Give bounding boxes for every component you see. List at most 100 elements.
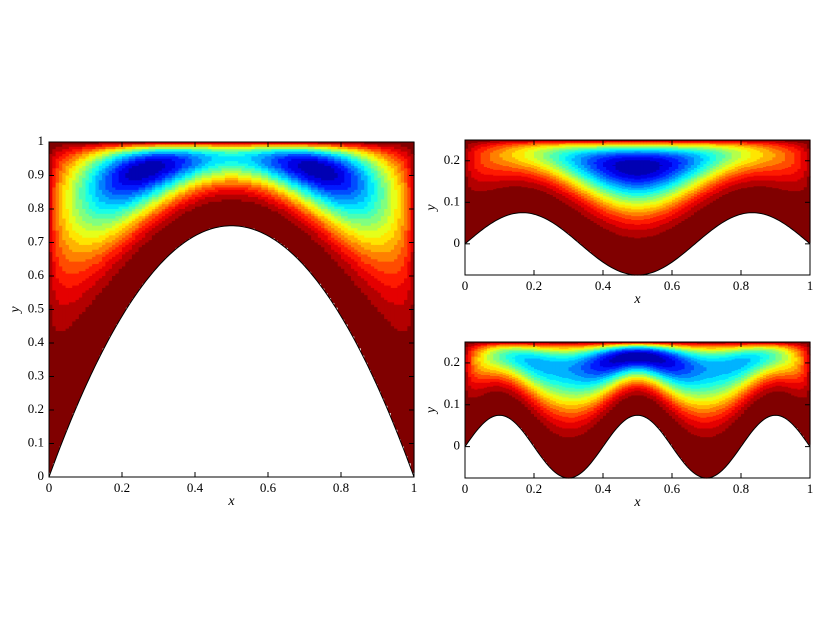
contour-band: [112, 168, 116, 174]
contour-band: [181, 187, 186, 191]
contour-band: [112, 146, 116, 150]
contour-band: [125, 153, 130, 157]
contour-band: [367, 161, 372, 165]
contour-band: [112, 220, 116, 227]
contour-band: [584, 140, 588, 142]
contour-band: [231, 185, 236, 189]
contour-band: [357, 209, 362, 215]
contour-band: [178, 142, 183, 145]
contour-band: [204, 153, 209, 157]
contour-band: [684, 155, 689, 160]
contour-band: [95, 197, 100, 208]
contour-band: [612, 156, 617, 159]
contour-band: [198, 180, 203, 184]
contour-band: [241, 173, 246, 177]
contour-band: [681, 147, 686, 150]
contour-band: [502, 147, 507, 153]
contour-band: [268, 187, 272, 191]
contour-band: [195, 189, 199, 196]
contour-band: [628, 193, 632, 196]
contour-band: [387, 149, 392, 155]
contour-band: [327, 156, 332, 160]
contour-band: [656, 147, 661, 150]
contour-band: [606, 151, 610, 154]
contour-band: [248, 142, 253, 145]
contour-band: [135, 242, 140, 253]
contour-band: [631, 143, 635, 146]
contour-band: [474, 150, 479, 170]
contour-band: [722, 172, 726, 177]
contour-band: [747, 181, 752, 188]
contour-band: [334, 156, 339, 160]
contour-band: [599, 146, 604, 149]
contour-band: [483, 141, 488, 145]
contour-band: [637, 144, 642, 147]
contour-band: [370, 276, 375, 289]
contour-band: [737, 145, 742, 148]
contour-band: [725, 170, 730, 175]
contour-band: [603, 221, 607, 230]
contour-band: [568, 164, 573, 170]
contour-band: [211, 142, 216, 145]
contour-band: [722, 181, 726, 186]
contour-band: [631, 174, 635, 180]
contour-band: [112, 230, 116, 236]
contour-band: [241, 163, 246, 167]
contour-band: [337, 146, 342, 150]
contour-band: [603, 190, 607, 194]
contour-band: [231, 146, 236, 150]
contour-band: [609, 152, 614, 156]
contour-band: [596, 141, 601, 144]
contour-band: [747, 173, 752, 178]
contour-band: [646, 184, 651, 188]
contour-band: [204, 168, 209, 172]
contour-band: [543, 149, 548, 154]
contour-band: [277, 175, 282, 179]
contour-band: [775, 175, 780, 183]
contour-band: [112, 173, 116, 189]
contour-band: [284, 173, 289, 177]
contour-band: [195, 177, 199, 181]
contour-band: [659, 140, 664, 143]
contour-band: [112, 149, 116, 153]
contour-band: [606, 213, 610, 218]
contour-band: [555, 167, 560, 171]
contour-band: [324, 201, 329, 205]
contour-band: [115, 247, 120, 256]
contour-band: [640, 148, 645, 151]
contour-band: [468, 143, 472, 153]
contour-band: [128, 223, 133, 229]
contour-band: [161, 192, 166, 196]
contour-band: [700, 144, 704, 147]
contour-band: [628, 145, 632, 148]
contour-band: [596, 150, 601, 153]
contour-band: [277, 151, 282, 155]
contour-band: [715, 147, 720, 151]
contour-band: [158, 146, 163, 150]
contour-band: [390, 177, 395, 224]
contour-band: [360, 218, 365, 227]
contour-band: [327, 220, 332, 227]
contour-band: [175, 142, 180, 145]
contour-band: [211, 165, 216, 169]
contour-band: [201, 142, 206, 145]
contour-band: [728, 144, 733, 147]
contour-band: [747, 167, 752, 171]
contour-band: [208, 153, 213, 157]
contour-band: [68, 144, 73, 148]
contour-band: [211, 180, 216, 184]
contour-band: [151, 209, 156, 212]
contour-band: [653, 198, 657, 203]
contour-band: [181, 194, 186, 198]
contour-band: [599, 155, 604, 159]
contour-band: [546, 168, 551, 172]
contour-band: [609, 156, 614, 160]
contour-band: [407, 326, 412, 464]
contour-band: [700, 181, 704, 185]
contour-band: [499, 141, 504, 145]
contour-band: [168, 211, 173, 217]
contour-band: [317, 192, 322, 196]
contour-band: [653, 213, 657, 218]
contour-band: [697, 172, 701, 177]
contour-band: [337, 151, 342, 155]
